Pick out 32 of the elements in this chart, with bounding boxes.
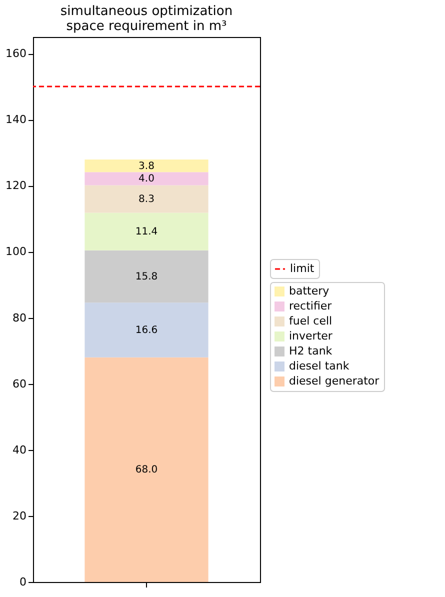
legend-label: inverter: [289, 330, 333, 342]
bar: [84, 160, 208, 172]
data-label: 68.0: [135, 464, 158, 476]
y-tick-label: 0: [20, 576, 26, 588]
y-tick-label: 100: [6, 245, 26, 258]
bar: [84, 212, 208, 250]
bar: [84, 250, 208, 303]
y-tick-label: 60: [12, 377, 26, 390]
legend-label: limit: [290, 262, 315, 275]
data-label: 15.8: [135, 271, 158, 282]
y-tick-label: 160: [6, 47, 26, 60]
legend-label: fuel cell: [289, 314, 332, 328]
bar: [84, 357, 208, 582]
data-label: 8.3: [138, 194, 154, 206]
legend-label: diesel generator: [289, 374, 380, 388]
legend-label: H2 tank: [289, 344, 333, 358]
data-label: 11.4: [135, 226, 158, 238]
data-label: 16.6: [135, 324, 158, 336]
data-label: 4.0: [138, 174, 154, 185]
y-tick-label: 140: [6, 113, 26, 126]
legend-label: rectifier: [289, 300, 332, 312]
y-tick-label: 20: [12, 509, 26, 522]
y-tick-label: 80: [12, 311, 26, 324]
chart-title: simultaneous optimization space requirement in m³: [60, 4, 233, 34]
bar: [84, 172, 208, 186]
legend-label: battery: [289, 284, 330, 298]
bar: [84, 185, 208, 213]
legend-label: diesel tank: [289, 360, 350, 372]
y-tick-label: 120: [6, 179, 26, 192]
bar: [84, 302, 208, 358]
y-tick-label: 40: [12, 443, 26, 456]
data-label: 3.8: [138, 160, 154, 172]
